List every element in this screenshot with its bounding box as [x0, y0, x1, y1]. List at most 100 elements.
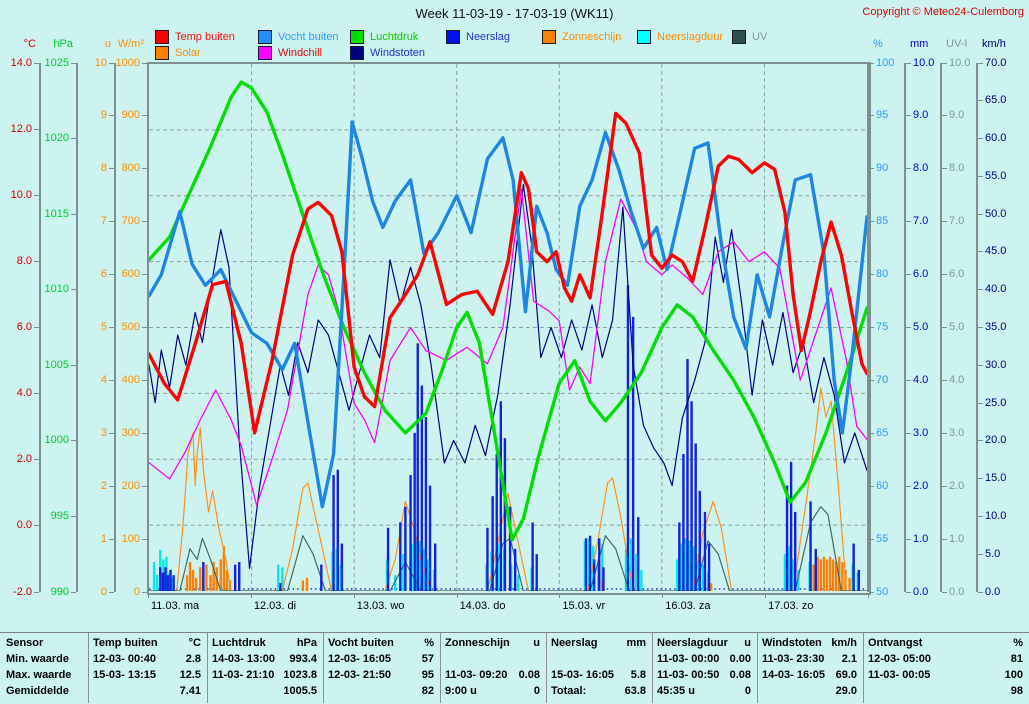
legend-item-windstoten: Windstoten — [350, 46, 425, 60]
axis-tick-label: 1005 — [44, 358, 69, 371]
axis-tick-label: 10.0 — [985, 509, 1007, 522]
x-axis-day-tick — [250, 594, 252, 598]
sensor-name: Neerslag — [551, 637, 598, 649]
axis-header-kmh: km/h — [982, 38, 1006, 50]
axis-tick — [942, 432, 947, 434]
table-group-header: Neerslagduur u — [657, 637, 751, 652]
legend-item-neerslagduur: Neerslagduur — [637, 30, 723, 44]
cell-timestamp: 11-03- 00:05 — [868, 669, 931, 681]
axis-tick — [978, 327, 983, 328]
x-axis-label: 16.03. za — [665, 600, 711, 612]
axis-tick — [109, 379, 114, 381]
axis-tick-label: 14.0 — [10, 56, 32, 69]
axis-tick — [978, 251, 983, 253]
neerslag-swatch — [446, 30, 460, 44]
plot-svg — [149, 64, 867, 591]
axis-hpa — [76, 63, 78, 592]
cell-timestamp: 9:00 u — [445, 685, 477, 697]
table-cell-row: 11-03- 00:50 0.08 — [657, 669, 751, 684]
table-row-header: Min. waarde — [6, 653, 69, 665]
axis-tick — [34, 327, 39, 328]
table-cell-row: 11-03- 09:20 0.08 — [445, 669, 540, 684]
axis-tick-label: 80 — [876, 268, 889, 281]
axis-tick-label: 3.0 — [949, 426, 965, 439]
axis-tick-label: 35.0 — [985, 321, 1007, 333]
axis-tick-label: 20.0 — [985, 434, 1007, 447]
cell-timestamp: 12-03- 16:05 — [328, 653, 391, 665]
axis-tick-label: 400 — [121, 373, 140, 386]
axis-tick-label: 70.0 — [985, 56, 1007, 69]
table-group-vocht-buiten: Vocht buiten% 12-03- 16:05 57 12-03- 21:50 9… — [323, 0, 440, 704]
axis-header-wm2: W/m² — [117, 38, 144, 50]
axis-tick-label: 7.0 — [949, 215, 965, 228]
sensor-unit: u — [533, 637, 540, 649]
table-cell-row: 11-03- 00:05 100 — [868, 669, 1023, 684]
cell-value: 0 — [744, 685, 751, 697]
sensor-name: Temp buiten — [93, 637, 158, 649]
x-axis-day-tick — [662, 594, 664, 598]
cell-value: 0.08 — [518, 669, 540, 681]
axis-tick — [71, 213, 76, 215]
legend-label: Neerslagduur — [657, 31, 724, 43]
table-cell-row: 45:35 u 0 — [657, 685, 751, 700]
series-neerslag — [159, 285, 861, 591]
table-group-header: Vocht buiten% — [328, 637, 434, 652]
legend-label: Neerslag — [466, 31, 511, 43]
axis-header-c: °C — [23, 38, 36, 50]
x-axis-day-tick — [148, 594, 149, 598]
axis-header-u: u — [104, 38, 111, 50]
sensor-name: Neerslagduur — [657, 637, 728, 649]
axis-tick-label: 10.0 — [10, 188, 32, 201]
axis-tick-label: 1 — [100, 532, 107, 545]
axis-tick — [942, 168, 947, 170]
axis-tick — [869, 115, 874, 117]
axis-tick — [109, 62, 114, 64]
axis-tick-label: 2.0 — [913, 479, 929, 492]
cell-value: 12.5 — [179, 669, 201, 681]
cell-value: 1005.5 — [283, 685, 317, 697]
series-luchtdruk — [149, 80, 867, 542]
axis-tick — [978, 515, 983, 517]
axis-tick — [869, 168, 874, 170]
legend-item-solar: Solar — [155, 46, 201, 60]
sensor-name: Zonneschijn — [445, 637, 510, 649]
axis-tick — [71, 364, 76, 366]
axis-tick-label: 1015 — [44, 207, 69, 220]
legend-item-zonneschijn: Zonneschijn — [542, 30, 621, 44]
axis-tick-label: 100 — [121, 532, 140, 545]
sensor-name: Luchtdruk — [212, 637, 266, 649]
copyright-notice: Copyright © Meteo24-Culemborg — [862, 6, 1024, 18]
axis-tick — [942, 62, 947, 64]
axis-tick-label: 4 — [100, 373, 107, 386]
legend-label: Windstoten — [370, 47, 426, 59]
x-axis-day-tick — [456, 594, 458, 598]
axis-tick — [34, 194, 39, 196]
legend-label: UV — [752, 31, 768, 43]
axis-tick-label: 6.0 — [949, 268, 965, 281]
axis-tick — [109, 168, 114, 170]
axis-tick — [906, 432, 911, 434]
axis-tick — [978, 138, 983, 140]
axis-tick — [34, 591, 39, 593]
axis-tick — [978, 478, 983, 480]
axis-tick — [942, 327, 947, 328]
table-group-header: Neerslag mm — [551, 637, 646, 652]
cell-value: 98 — [1010, 685, 1023, 697]
table-cell-row: 15-03- 16:05 5.8 — [551, 669, 646, 684]
axis-header-pct: % — [873, 38, 883, 50]
table-cell-row: 9:00 u 0 — [445, 685, 540, 700]
axis-tick-label: -2.0 — [13, 585, 32, 598]
legend-label: Vocht buiten — [278, 31, 339, 43]
axis-tick — [109, 274, 114, 276]
axis-tick-label: 85 — [876, 215, 889, 228]
table-cell-row: 82 — [328, 685, 434, 700]
x-axis-label: 12.03. di — [253, 600, 297, 612]
cell-timestamp: 11-03- 00:50 — [657, 669, 720, 681]
axis-tick-label: 300 — [121, 426, 140, 439]
cell-timestamp: 45:35 u — [657, 685, 695, 697]
table-cell-row: 11-03- 21:10 1023.8 — [212, 669, 317, 684]
axis-tick — [109, 538, 114, 540]
axis-tick-label: 2 — [100, 479, 107, 492]
axis-c — [39, 63, 41, 592]
cell-timestamp: 11-03- 23:30 — [762, 653, 825, 665]
